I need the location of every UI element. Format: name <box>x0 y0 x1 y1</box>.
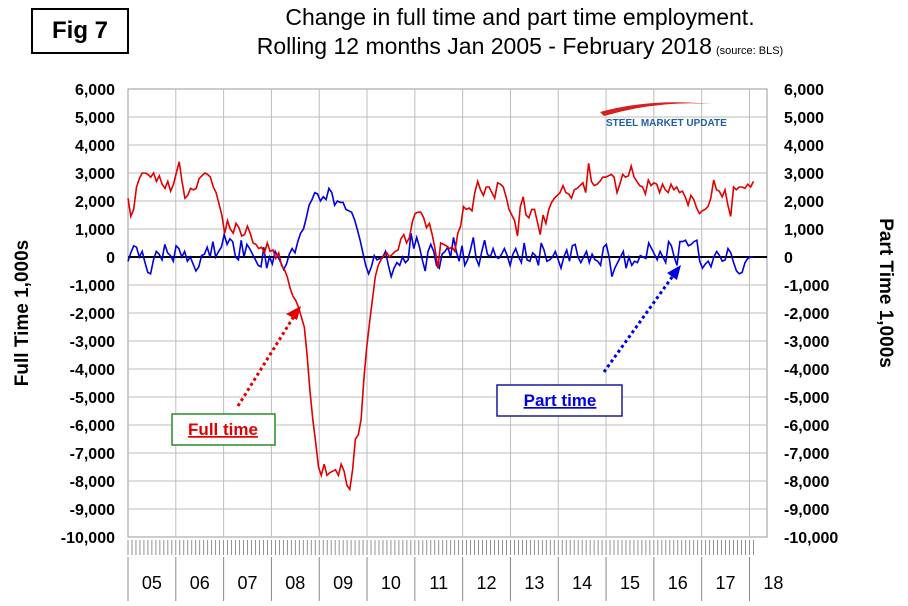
left-y-axis-label: Full Time 1,000s <box>12 240 33 386</box>
y-tick-label-left: -1,000 <box>70 278 115 295</box>
y-tick-label-left: 5,000 <box>75 110 115 127</box>
y-tick-label-left: -2,000 <box>70 306 115 323</box>
y-tick-label-left: -6,000 <box>70 418 115 435</box>
x-tick-label-year: 16 <box>668 573 688 593</box>
full-time-label-box <box>171 413 276 446</box>
y-tick-label-right: 4,000 <box>784 138 824 155</box>
x-tick-label-year: 09 <box>333 573 353 593</box>
y-tick-label-right: -3,000 <box>784 334 829 351</box>
y-tick-label-left: 4,000 <box>75 138 115 155</box>
y-tick-label-right: 0 <box>784 250 793 267</box>
y-tick-label-left: -3,000 <box>70 334 115 351</box>
y-tick-label-right: 1,000 <box>784 222 824 239</box>
gridlines <box>128 89 767 537</box>
figure-label: Fig 7 <box>31 8 129 54</box>
y-tick-label-left: 0 <box>106 250 115 267</box>
full-time-arrow <box>236 312 298 407</box>
x-tick-label-year: 17 <box>716 573 736 593</box>
y-tick-label-right: -9,000 <box>784 502 829 519</box>
x-axis: 05 06 07 08 09 10 11 12 13 14 15 16 17 18 <box>127 540 783 601</box>
x-tick-label-year: 12 <box>477 573 497 593</box>
logo-text: STEEL MARKET UPDATE <box>606 118 727 129</box>
x-tick-label-year: 15 <box>620 573 640 593</box>
y-tick-label-right: 2,000 <box>784 194 824 211</box>
x-tick-label-year: 07 <box>237 573 257 593</box>
x-tick-label-year: 11 <box>429 573 448 593</box>
x-tick-label-year: 08 <box>285 573 305 593</box>
y-tick-label-right: -5,000 <box>784 390 829 407</box>
x-tick-label-year: 14 <box>572 573 592 593</box>
steel-market-update-logo: STEEL MARKET UPDATE <box>600 102 727 129</box>
y-tick-label-right: -10,000 <box>784 530 838 547</box>
x-tick-label-year: 13 <box>524 573 544 593</box>
y-tick-label-right: -4,000 <box>784 362 829 379</box>
chart-title-line-2: Rolling 12 months Jan 2005 - February 20… <box>140 33 900 60</box>
y-tick-label-left: 3,000 <box>75 166 115 183</box>
x-tick-label-year: 10 <box>381 573 401 593</box>
y-tick-label-left: -10,000 <box>61 530 115 547</box>
logo-swoosh-icon <box>600 102 712 116</box>
full-time-annotation: Full time <box>171 306 301 446</box>
y-tick-label-left: 6,000 <box>75 82 115 99</box>
x-tick-label-year: 05 <box>142 573 162 593</box>
chart-title-line-2-text: Rolling 12 months Jan 2005 - February 20… <box>256 33 712 59</box>
y-tick-label-left: -7,000 <box>70 446 115 463</box>
full-time-label: Full time <box>188 420 258 439</box>
y-tick-label-right: -6,000 <box>784 418 829 435</box>
left-y-axis-ticks: 6,000 5,000 4,000 3,000 2,000 1,000 0 -1,000 -2,… <box>61 82 115 547</box>
full-time-series-line <box>127 161 755 492</box>
y-tick-label-left: 2,000 <box>75 194 115 211</box>
part-time-label: Part time <box>524 391 597 410</box>
y-tick-label-left: 1,000 <box>75 222 115 239</box>
y-tick-label-left: -5,000 <box>70 390 115 407</box>
part-time-label-box <box>496 384 623 417</box>
y-tick-label-right: 5,000 <box>784 110 824 127</box>
right-y-axis-ticks: 6,000 5,000 4,000 3,000 2,000 1,000 0 -1,000 -2,… <box>784 82 838 547</box>
y-tick-label-right: 6,000 <box>784 82 824 99</box>
part-time-arrowhead-icon <box>667 265 681 280</box>
full-time-arrowhead-icon <box>286 306 301 320</box>
source-note: (source: BLS) <box>715 45 784 57</box>
y-tick-label-left: -9,000 <box>70 502 115 519</box>
y-tick-label-right: -7,000 <box>784 446 829 463</box>
y-tick-label-left: -8,000 <box>70 474 115 491</box>
right-y-axis-label: Part Time 1,000s <box>875 218 896 368</box>
part-time-annotation: Part time <box>496 265 681 417</box>
y-tick-label-right: -2,000 <box>784 306 829 323</box>
y-tick-label-right: -8,000 <box>784 474 829 491</box>
part-time-arrow <box>602 272 677 373</box>
part-time-series-line <box>127 186 754 280</box>
y-tick-label-left: -4,000 <box>70 362 115 379</box>
y-tick-label-right: -1,000 <box>784 278 829 295</box>
y-tick-label-right: 3,000 <box>784 166 824 183</box>
x-tick-label-year: 06 <box>190 573 210 593</box>
x-tick-label-year: 18 <box>763 573 783 593</box>
chart-title-line-1: Change in full time and part time employ… <box>285 4 755 30</box>
